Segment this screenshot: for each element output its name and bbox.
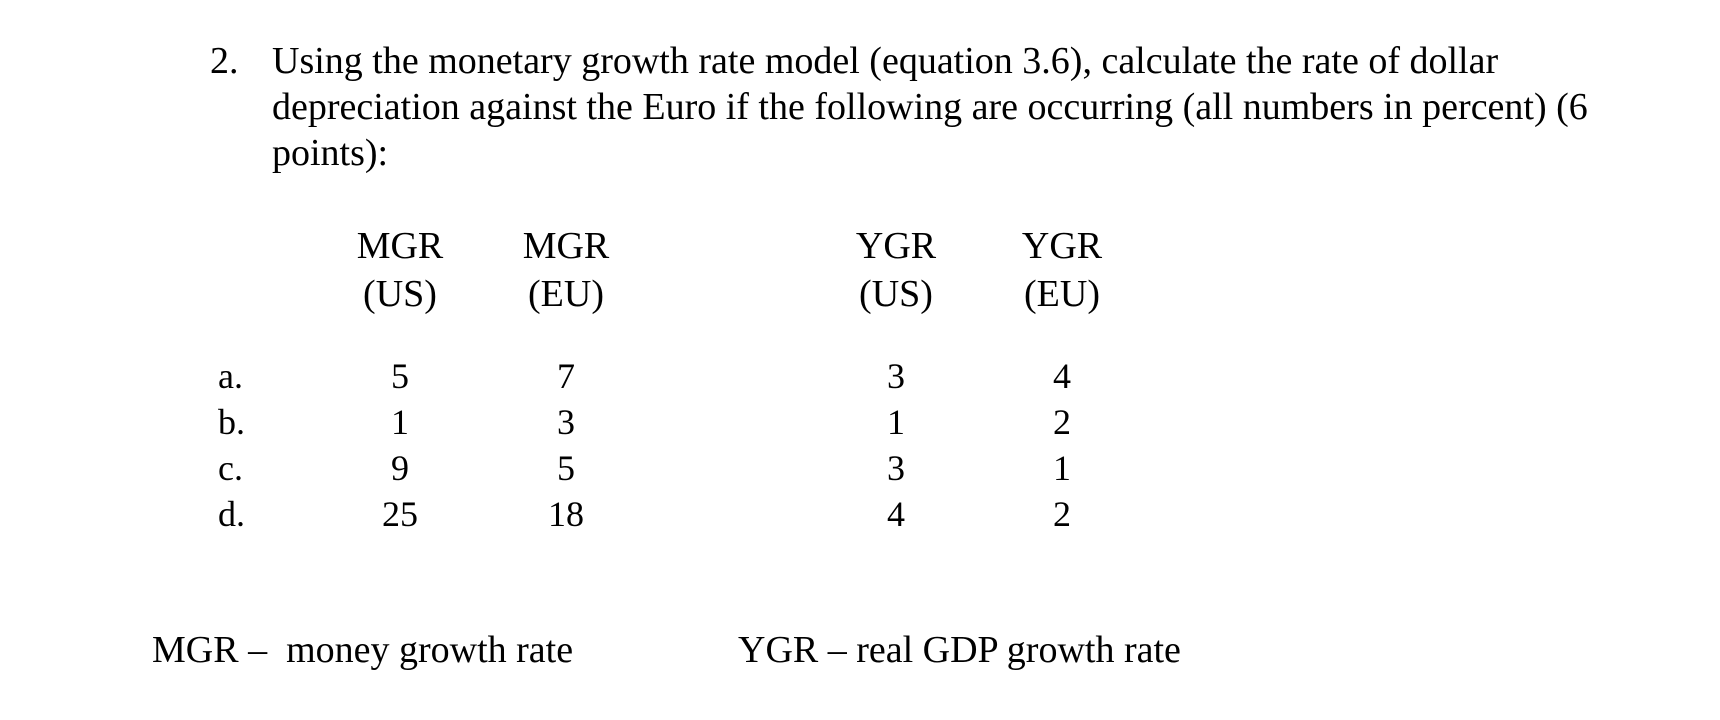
header-mgr-eu: MGR (EU) — [496, 222, 636, 318]
legend-mgr: MGR – money growth rate — [152, 629, 574, 671]
header-mgr-us: MGR (US) — [330, 222, 470, 318]
row-label-a: a. — [218, 356, 243, 396]
header-ygr-us-line1: YGR — [855, 225, 937, 267]
header-ygr-eu-line2: (EU) — [1024, 273, 1100, 315]
legend-ygr: YGR – real GDP growth rate — [738, 629, 1181, 671]
question-text: Using the monetary growth rate model (eq… — [272, 40, 1588, 174]
header-ygr-us-line2: (US) — [859, 273, 933, 315]
header-mgr-us-line1: MGR — [356, 225, 444, 267]
header-mgr-eu-line2: (EU) — [528, 273, 604, 315]
table-cell: 1 — [1053, 448, 1071, 488]
table-cell: 18 — [548, 494, 584, 534]
table-cell: 5 — [391, 356, 409, 396]
header-mgr-eu-line1: MGR — [522, 225, 610, 267]
header-ygr-us: YGR (US) — [826, 222, 966, 318]
table-cell: 7 — [557, 356, 575, 396]
header-mgr-us-line2: (US) — [363, 273, 437, 315]
row-label-b: b. — [218, 402, 245, 442]
table-cell: 3 — [557, 402, 575, 442]
header-ygr-eu-line1: YGR — [1021, 225, 1103, 267]
table-cell: 9 — [391, 448, 409, 488]
table-cell: 2 — [1053, 402, 1071, 442]
table-cell: 1 — [391, 402, 409, 442]
table-cell: 25 — [382, 494, 418, 534]
question-number: 2. — [210, 40, 239, 82]
table-cell: 4 — [1053, 356, 1071, 396]
table-cell: 2 — [1053, 494, 1071, 534]
table-cell: 1 — [887, 402, 905, 442]
table-cell: 4 — [887, 494, 905, 534]
header-ygr-eu: YGR (EU) — [992, 222, 1132, 318]
row-label-c: c. — [218, 448, 243, 488]
row-label-d: d. — [218, 494, 245, 534]
table-cell: 3 — [887, 356, 905, 396]
table-cell: 5 — [557, 448, 575, 488]
table-cell: 3 — [887, 448, 905, 488]
